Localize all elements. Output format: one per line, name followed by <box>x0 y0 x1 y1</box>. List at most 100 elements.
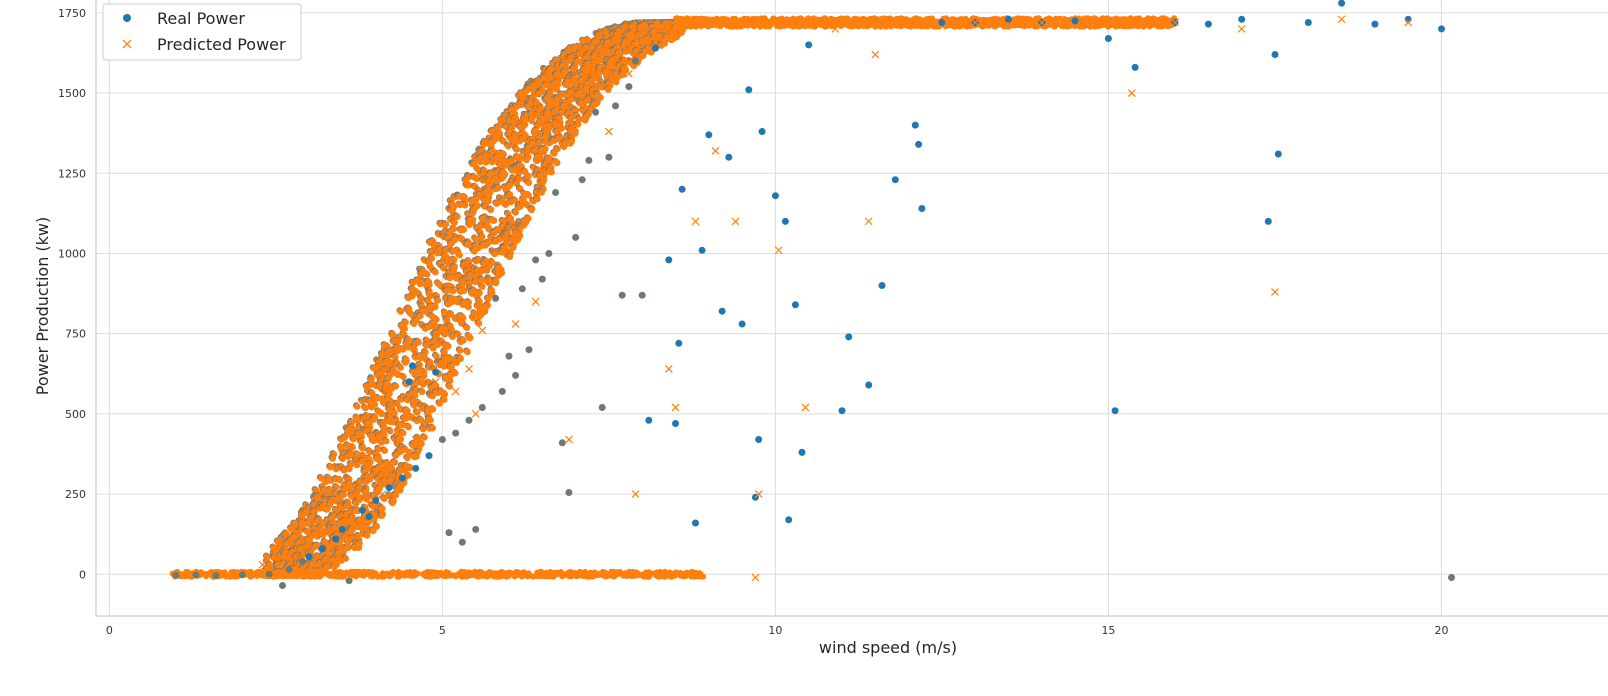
predicted-power-point <box>434 296 442 304</box>
predicted-power-point <box>537 105 545 112</box>
predicted-power-point <box>428 312 436 320</box>
predicted-power-point <box>456 347 464 354</box>
predicted-power-point <box>362 488 369 496</box>
predicted-power-point <box>355 430 362 438</box>
predicted-power-point <box>470 287 478 294</box>
predicted-power-point <box>429 424 436 432</box>
predicted-power-point <box>506 253 514 261</box>
predicted-power-point <box>448 362 455 370</box>
predicted-power-point <box>397 308 405 315</box>
predicted-power-point <box>354 532 362 540</box>
predicted-power-point <box>424 405 432 413</box>
predicted-power-point <box>414 277 421 284</box>
predicted-power-point <box>464 241 472 249</box>
predicted-power-point <box>381 341 389 349</box>
predicted-power-point <box>449 287 457 295</box>
predicted-power-point <box>552 158 560 166</box>
predicted-power-point <box>582 44 590 52</box>
predicted-power-point <box>516 162 524 170</box>
predicted-power-point <box>562 139 569 147</box>
predicted-power-point <box>274 538 282 546</box>
predicted-power-point <box>383 380 390 388</box>
predicted-power-point <box>550 108 558 116</box>
predicted-power-point <box>446 274 454 282</box>
predicted-power-point <box>475 319 483 327</box>
predicted-power-point <box>584 80 591 88</box>
predicted-power-point <box>434 280 442 287</box>
predicted-power-point <box>538 146 546 154</box>
predicted-power-point <box>546 89 554 97</box>
predicted-power-point <box>652 20 660 27</box>
predicted-power-point <box>562 81 569 88</box>
predicted-power-point <box>456 201 464 209</box>
predicted-power-point <box>533 98 540 106</box>
predicted-power-point <box>451 219 458 227</box>
predicted-power-point <box>560 68 568 76</box>
predicted-power-point <box>359 444 366 452</box>
predicted-power-point <box>471 235 479 243</box>
predicted-power-point <box>482 188 490 196</box>
predicted-power-point <box>454 331 462 338</box>
predicted-power-point <box>491 175 499 183</box>
predicted-power-point <box>560 102 568 110</box>
predicted-power-point <box>492 277 500 285</box>
predicted-power-point <box>343 502 351 510</box>
predicted-power-point <box>402 462 410 470</box>
predicted-power-point <box>392 382 400 390</box>
predicted-power-point <box>421 434 428 441</box>
predicted-power-point <box>480 167 488 174</box>
predicted-power-point <box>470 173 478 181</box>
predicted-power-point <box>493 153 501 161</box>
predicted-power-point <box>353 490 361 497</box>
predicted-power-point <box>547 164 555 172</box>
predicted-power-point <box>598 82 606 90</box>
predicted-power-point <box>512 209 519 216</box>
predicted-power-point <box>491 250 498 258</box>
predicted-power-point <box>488 158 496 166</box>
predicted-power-point <box>515 175 523 183</box>
predicted-power-point <box>524 103 532 111</box>
predicted-power-point <box>373 455 381 463</box>
predicted-power-point <box>370 365 378 372</box>
predicted-power-point <box>426 290 433 297</box>
predicted-power-point <box>576 50 584 57</box>
predicted-power-point <box>385 406 393 413</box>
predicted-power-point <box>494 124 501 132</box>
predicted-power-point <box>528 206 535 214</box>
predicted-power-point <box>457 313 464 320</box>
predicted-power-point <box>457 288 464 295</box>
predicted-power-point <box>414 338 422 346</box>
predicted-power-point <box>378 505 386 512</box>
predicted-power-point <box>524 153 532 161</box>
predicted-power-point <box>405 294 412 302</box>
predicted-power-point <box>461 261 468 269</box>
predicted-power-point <box>499 168 507 176</box>
predicted-power-point <box>450 256 458 264</box>
predicted-power-point <box>596 44 604 52</box>
predicted-power-point <box>440 396 448 403</box>
predicted-power-point <box>550 149 558 157</box>
predicted-power-point <box>429 320 436 328</box>
predicted-power-point <box>621 57 629 65</box>
predicted-power-point <box>413 409 421 416</box>
predicted-power-point <box>525 179 533 187</box>
predicted-power-point <box>485 276 492 284</box>
predicted-power-point <box>367 376 375 384</box>
predicted-power-point <box>511 115 519 123</box>
predicted-power-point <box>427 248 435 256</box>
predicted-power-point <box>302 509 309 517</box>
predicted-power-point <box>467 216 474 224</box>
predicted-power-point <box>530 81 538 89</box>
predicted-power-point <box>457 226 465 234</box>
predicted-power-point <box>532 127 540 135</box>
predicted-power-point <box>478 233 486 241</box>
predicted-power-point <box>368 389 376 397</box>
predicted-power-point <box>457 355 464 363</box>
predicted-power-point <box>444 300 452 308</box>
predicted-power-point <box>314 517 322 524</box>
predicted-power-point <box>320 487 327 495</box>
predicted-power-point <box>312 542 320 550</box>
predicted-power-point <box>464 348 471 356</box>
predicted-power-point <box>397 364 404 371</box>
predicted-power-point <box>538 189 545 196</box>
